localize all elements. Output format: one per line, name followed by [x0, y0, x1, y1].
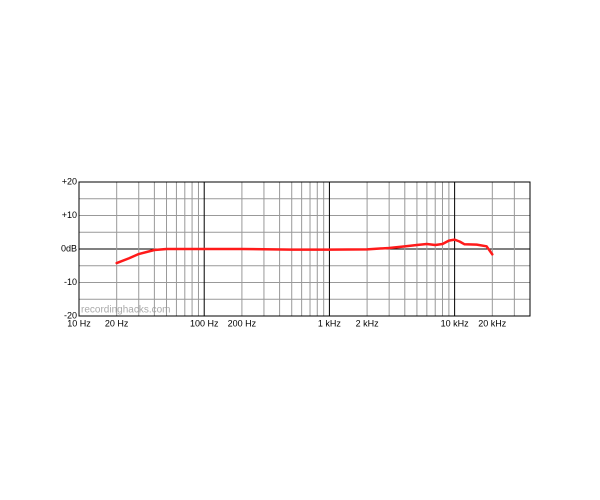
y-tick-label: +10 — [62, 210, 77, 220]
response-curve — [115, 238, 494, 265]
x-tick-label: 20 Hz — [105, 318, 129, 328]
y-tick-label: -10 — [64, 277, 77, 287]
x-tick-label: 10 kHz — [441, 318, 470, 328]
y-tick-label: +20 — [62, 176, 77, 186]
x-tick-label: 100 Hz — [190, 318, 219, 328]
y-tick-label: 0dB — [61, 243, 77, 253]
x-tick-label: 10 Hz — [67, 318, 91, 328]
plot-frame — [78, 181, 531, 317]
x-tick-label: 1 kHz — [318, 318, 342, 328]
y-tick-label: -20 — [64, 310, 77, 320]
watermark: recordinghacks.com — [81, 305, 170, 316]
x-tick-label: 2 kHz — [356, 318, 380, 328]
x-tick-label: 200 Hz — [228, 318, 257, 328]
x-tick-label: 20 kHz — [478, 318, 507, 328]
